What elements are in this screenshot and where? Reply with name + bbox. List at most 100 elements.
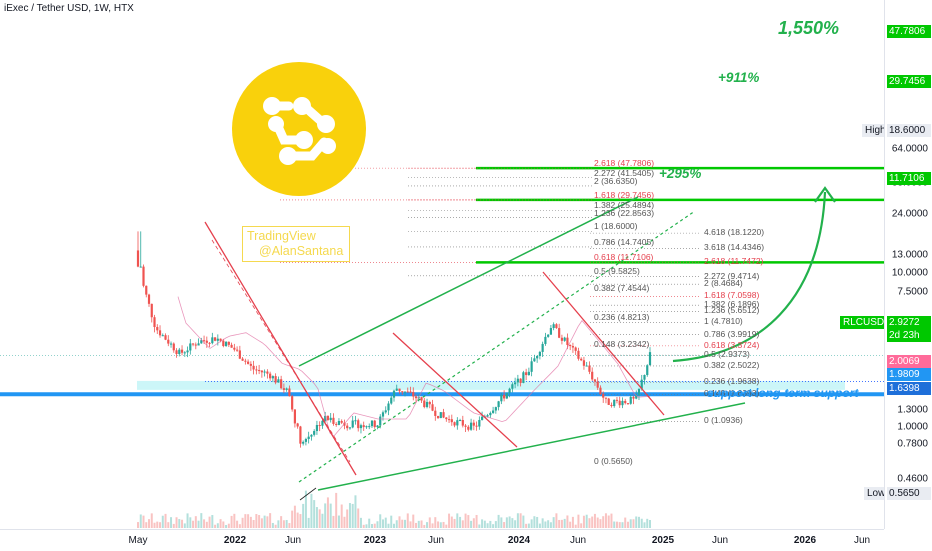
volume-bar: [230, 515, 233, 528]
candle-body: [233, 347, 236, 350]
candle-body: [266, 371, 269, 374]
volume-bar: [244, 514, 247, 528]
candle-body: [255, 369, 258, 371]
volume-bar: [481, 519, 484, 528]
candle-body: [525, 372, 528, 376]
candle-body: [486, 415, 489, 417]
volume-bar: [552, 517, 555, 528]
volume-bar: [302, 503, 305, 528]
volume-bar: [621, 522, 624, 528]
volume-bar: [393, 523, 395, 528]
fib-label: 0.148 (3.2342): [594, 338, 650, 349]
volume-bar: [450, 516, 453, 528]
volume-bar: [260, 518, 263, 528]
candle-body: [431, 404, 434, 411]
candle-body: [478, 419, 481, 427]
volume-bar: [326, 497, 329, 528]
volume-bar: [571, 516, 574, 528]
volume-bar: [197, 520, 200, 528]
price-axis[interactable]: 64.000038.000024.000013.000010.00007.500…: [884, 0, 932, 529]
fib-label: 1.236 (22.8563): [594, 207, 655, 218]
volume-bar: [203, 519, 206, 528]
volume-bar: [379, 514, 382, 528]
symbol-label: RLCUSDT: [840, 316, 884, 329]
candle-body: [505, 392, 508, 399]
volume-bar: [585, 514, 588, 528]
fib-label: 1 (4.7810): [704, 316, 743, 327]
volume-bar: [359, 517, 362, 528]
target-3-percent: +295%: [659, 166, 702, 181]
volume-bar: [200, 513, 203, 528]
time-tick: Jun: [569, 535, 587, 546]
candle-body: [211, 337, 214, 344]
volume-bar: [464, 513, 467, 528]
volume-bar: [566, 515, 569, 528]
volume-bar: [483, 520, 486, 528]
candle-body: [321, 420, 324, 426]
volume-bar: [137, 522, 139, 528]
volume-bar: [448, 513, 451, 528]
candle-body: [643, 374, 646, 380]
volume-bar: [315, 507, 318, 528]
candle-body: [241, 358, 244, 361]
volume-bar: [310, 493, 313, 528]
volume-bar: [313, 500, 316, 528]
candle-body: [530, 361, 533, 372]
candle-body: [299, 426, 302, 444]
time-tick: 2026: [793, 535, 817, 546]
candle-body: [158, 330, 162, 336]
target-2-percent: +911%: [718, 70, 760, 85]
volume-bar: [475, 514, 478, 528]
candle-body: [637, 388, 641, 396]
volume-bar: [192, 520, 195, 528]
volume-bar: [291, 510, 294, 528]
volume-bar: [544, 521, 547, 528]
candle-body: [536, 356, 539, 359]
volume-bar: [390, 515, 393, 528]
volume-bar: [159, 522, 162, 528]
candle-body: [401, 391, 404, 393]
volume-bar: [340, 504, 343, 528]
candle-body: [147, 294, 151, 304]
candle-body: [434, 410, 437, 416]
candle-body: [189, 343, 192, 351]
volume-bar: [337, 515, 340, 528]
level-b-price-label: 1.6398: [887, 382, 931, 395]
candle-body: [648, 352, 652, 366]
time-tick: Jun: [427, 535, 445, 546]
volume-bar: [560, 519, 563, 528]
volume-bar: [156, 521, 159, 528]
candle-body: [142, 266, 145, 286]
fib-label: 0.382 (7.4544): [594, 282, 650, 293]
candle-body: [615, 399, 619, 401]
candle-body: [472, 422, 475, 426]
volume-bar: [365, 524, 368, 528]
volume-bars: [137, 490, 651, 528]
candle-body: [263, 371, 266, 373]
watermark-line1: TradingView: [247, 229, 316, 243]
candle-body: [348, 427, 352, 429]
candle-body: [202, 340, 206, 342]
volume-bar: [227, 523, 230, 528]
time-axis[interactable]: May 2022 Jun 2023 Jun 2024 Jun 2025 Jun 2026 Jun: [0, 529, 884, 551]
candle-body: [293, 409, 297, 424]
volume-bar: [280, 516, 283, 528]
price-tick: 13.0000: [891, 249, 928, 261]
candle-body: [161, 335, 164, 337]
volume-bar: [139, 514, 142, 528]
candle-body: [337, 420, 341, 425]
target-arrow-head: [814, 186, 836, 203]
volume-bar: [148, 519, 151, 528]
chart-pane[interactable]: iExec / Tether USD, 1W, HTX TradingView: [0, 0, 884, 529]
candle-body: [288, 388, 291, 397]
volume-bar: [404, 519, 407, 528]
volume-bar: [437, 521, 440, 528]
candle-body: [406, 391, 409, 393]
fib-label: 0.236 (1.9638): [704, 376, 760, 387]
volume-bar: [208, 516, 211, 528]
price-chart[interactable]: [0, 0, 884, 529]
volume-bar: [643, 522, 646, 528]
volume-bar: [170, 517, 173, 528]
candle-body: [324, 415, 327, 421]
volume-bar: [646, 518, 649, 528]
